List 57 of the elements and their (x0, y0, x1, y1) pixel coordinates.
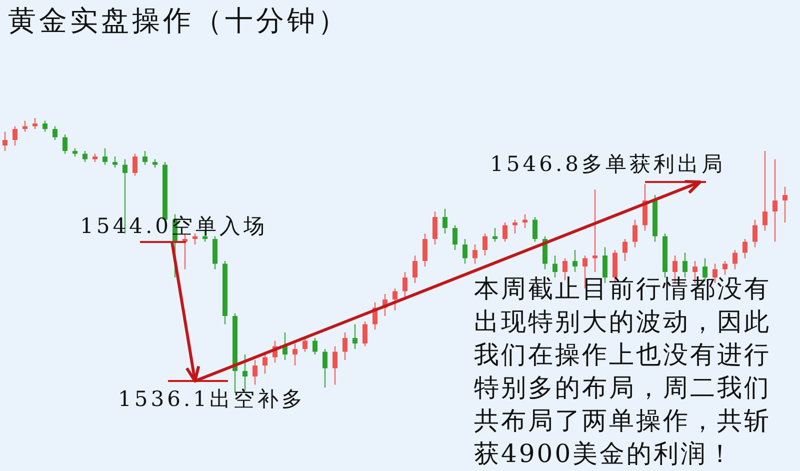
candlestick (52, 126, 58, 141)
candlestick (392, 288, 398, 312)
candlestick (512, 219, 518, 234)
candlestick (592, 188, 598, 273)
candlestick (572, 249, 578, 273)
candlestick (332, 346, 338, 386)
candlestick (472, 244, 478, 264)
candlestick (322, 348, 328, 388)
candlestick (602, 246, 608, 284)
annotation: 本周截止目前行情都没有出现特别大的波动，因此我们在操作上也没有进行特别多的布局，周二我们共布局了两单操作，共斩获4900美金的利润！ (474, 273, 772, 470)
candlestick (482, 232, 488, 256)
candlestick (492, 227, 498, 242)
candlestick (362, 320, 368, 347)
candlestick (2, 131, 8, 152)
candlestick (342, 332, 348, 361)
candlestick (412, 254, 418, 284)
candlestick (522, 214, 528, 229)
candlestick (12, 126, 18, 146)
candlestick (142, 150, 148, 166)
candlestick (62, 134, 68, 154)
candlestick (312, 337, 318, 356)
candlestick (632, 219, 638, 248)
candlestick (132, 153, 138, 176)
candlestick (422, 232, 428, 268)
candlestick (532, 216, 538, 242)
candlestick (102, 148, 108, 166)
candlestick (32, 117, 38, 130)
annotation: 1546.8多单获利出局 (490, 151, 726, 178)
candlestick (552, 254, 558, 278)
candlestick (42, 120, 48, 132)
candlestick (352, 324, 358, 350)
candlestick (502, 222, 508, 242)
candlestick (762, 150, 768, 232)
candlestick (442, 208, 448, 234)
candlestick (772, 158, 778, 242)
candlestick (582, 254, 588, 290)
annotation: 1536.1出空补多 (118, 386, 306, 413)
chart-title: 黄金实盘操作（十分钟） (8, 3, 349, 39)
candlestick (292, 342, 298, 366)
candlestick (452, 224, 458, 251)
candlestick (432, 210, 438, 246)
candlestick (752, 219, 758, 248)
candlestick (302, 337, 308, 352)
candlestick (682, 252, 688, 278)
candlestick (112, 156, 118, 168)
candlestick (252, 359, 258, 386)
candlestick (192, 232, 198, 246)
candlestick (82, 150, 88, 163)
candlestick (22, 120, 28, 132)
candlestick (782, 186, 788, 224)
candlestick (742, 238, 748, 259)
candlestick (732, 249, 738, 270)
candlestick (462, 238, 468, 264)
candlestick (402, 271, 408, 298)
candlestick (712, 263, 718, 284)
candlestick (722, 260, 728, 276)
candlestick (622, 238, 628, 262)
